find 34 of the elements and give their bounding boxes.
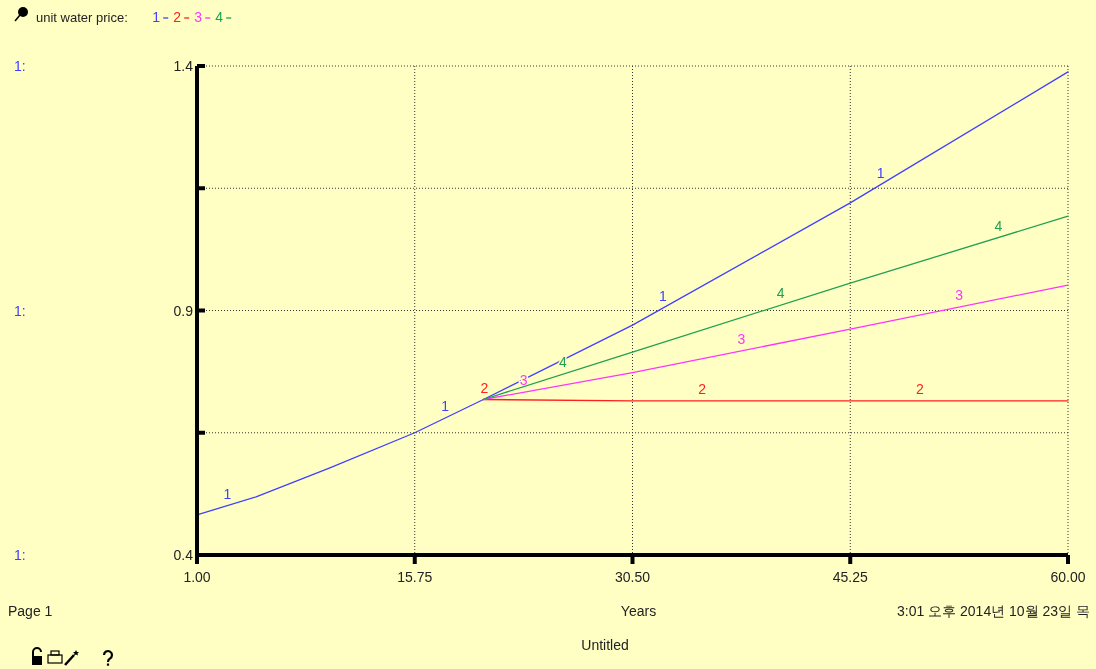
- x-tick-label: 15.75: [397, 569, 433, 585]
- legend-label: 4: [215, 9, 224, 25]
- text: Page 1: [8, 603, 53, 619]
- text: 2: [916, 380, 924, 397]
- text: Untitled: [581, 637, 629, 653]
- text: 1:: [14, 302, 26, 319]
- x-tick-label: 60.00: [1050, 569, 1086, 585]
- text: 4: [776, 285, 785, 302]
- legend-label: 2: [173, 9, 182, 25]
- text: 1:: [14, 547, 26, 563]
- line-series: [482, 215, 1069, 401]
- x-axis-title: Years: [620, 603, 657, 619]
- legend-title: unit water price:: [36, 10, 128, 25]
- text: 3: [737, 330, 746, 347]
- text: 2: [480, 379, 489, 396]
- x-tick-label: 30.50: [614, 569, 651, 585]
- text: 1: [659, 288, 667, 305]
- y-tick-label: 0.9: [173, 302, 194, 319]
- line-series: [196, 71, 1069, 516]
- legend-label: 1: [152, 9, 161, 25]
- text: 4: [994, 217, 1003, 234]
- text: 1: [441, 397, 450, 414]
- x-tick-label: 1.00: [183, 569, 211, 585]
- text: 1: [876, 164, 885, 181]
- x-tick-label: 45.25: [832, 569, 868, 585]
- text: 3:01 오후 2014년 10월 23일 목: [897, 603, 1090, 619]
- y-tick-label: 1.4: [173, 58, 194, 74]
- text: 2: [698, 380, 707, 397]
- legend-label: 3: [194, 9, 203, 25]
- text: 1:: [14, 58, 26, 74]
- line-series: [482, 284, 1069, 401]
- y-tick-label: 0.4: [173, 547, 194, 563]
- text: 1: [223, 485, 232, 502]
- text: 3: [955, 287, 964, 304]
